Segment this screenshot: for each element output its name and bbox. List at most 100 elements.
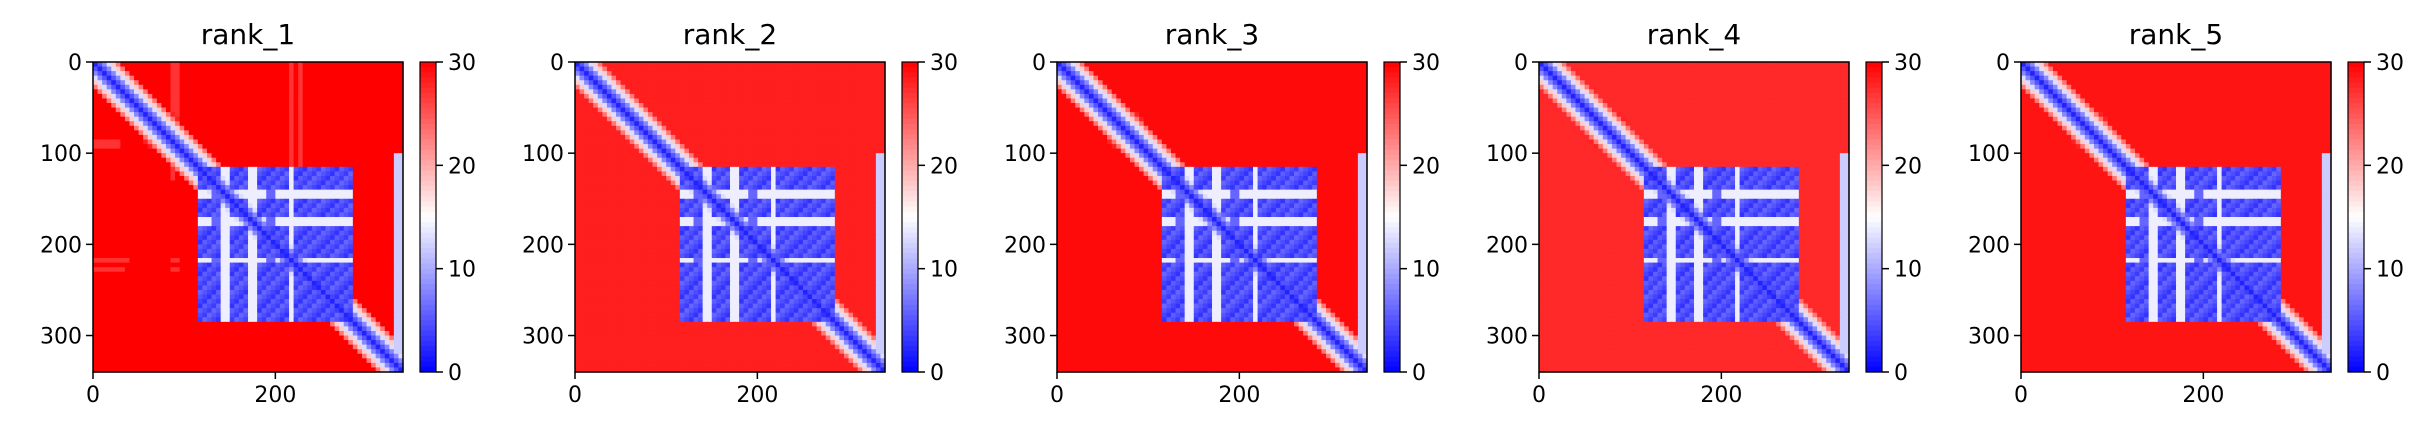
heatmap-cell: [143, 149, 148, 154]
heatmap-cell: [353, 231, 358, 236]
heatmap-cell: [207, 117, 212, 122]
heatmap-cell: [348, 108, 353, 113]
heatmap-cells: [93, 62, 404, 373]
heatmap-cell: [152, 176, 157, 181]
heatmap-cell: [284, 358, 289, 363]
heatmap-cell: [394, 231, 399, 236]
heatmap-cell: [271, 112, 276, 117]
heatmap-cell: [139, 263, 144, 268]
heatmap-cell: [239, 253, 244, 258]
heatmap-cell: [221, 222, 226, 227]
heatmap-cell: [316, 304, 321, 309]
heatmap-cell: [234, 112, 239, 117]
heatmap-cell: [257, 67, 262, 72]
heatmap-cell: [143, 158, 148, 163]
heatmap-cell: [348, 345, 353, 350]
heatmap-cell: [161, 130, 166, 135]
heatmap-cell: [376, 258, 381, 263]
heatmap-cell: [202, 76, 207, 81]
heatmap-cell: [180, 167, 185, 172]
heatmap-cell: [180, 354, 185, 359]
heatmap-cell: [284, 253, 289, 258]
heatmap-cell: [143, 185, 148, 190]
heatmap-cell: [116, 176, 121, 181]
heatmap-cell: [326, 308, 331, 313]
heatmap-cell: [207, 194, 212, 199]
heatmap-cell: [812, 62, 817, 67]
heatmap-cell: [111, 62, 116, 67]
heatmap-cell: [225, 354, 230, 359]
heatmap-cell: [93, 267, 98, 272]
heatmap-cell: [139, 363, 144, 368]
heatmap-cell: [257, 336, 262, 341]
heatmap-cell: [367, 267, 372, 272]
heatmap-cell: [330, 349, 335, 354]
heatmap-cell: [239, 295, 244, 300]
heatmap-cell: [175, 349, 180, 354]
heatmap-cell: [239, 208, 244, 213]
heatmap-cell: [202, 176, 207, 181]
heatmap-cell: [102, 226, 107, 231]
heatmap-cell: [175, 190, 180, 195]
heatmap-cell: [376, 331, 381, 336]
heatmap-cell: [284, 317, 289, 322]
heatmap-cell: [312, 217, 317, 222]
heatmap-cell: [143, 308, 148, 313]
heatmap-cell: [335, 299, 340, 304]
heatmap-cell: [148, 144, 153, 149]
heatmap-cell: [243, 121, 248, 126]
heatmap-cell: [243, 285, 248, 290]
heatmap-cell: [257, 121, 262, 126]
heatmap-cell: [353, 263, 358, 268]
heatmap-cell: [157, 358, 162, 363]
heatmap-cell: [253, 194, 258, 199]
heatmap-cell: [148, 349, 153, 354]
heatmap-cell: [230, 112, 235, 117]
heatmap-cell: [348, 190, 353, 195]
heatmap-cell: [312, 349, 317, 354]
heatmap-cell: [298, 135, 303, 140]
colorbar-segment: [420, 326, 436, 332]
heatmap-cell: [102, 190, 107, 195]
heatmap-cell: [357, 121, 362, 126]
heatmap-cell: [735, 67, 740, 72]
heatmap-cell: [239, 285, 244, 290]
heatmap-cell: [221, 354, 226, 359]
heatmap-cell: [394, 267, 399, 272]
heatmap-cell: [371, 340, 376, 345]
heatmap-cell: [212, 235, 217, 240]
heatmap-cell: [307, 244, 312, 249]
heatmap-cell: [371, 153, 376, 158]
heatmap-cell: [275, 326, 280, 331]
heatmap-cell: [316, 144, 321, 149]
heatmap-cell: [225, 89, 230, 94]
heatmap-cell: [348, 363, 353, 368]
heatmap-cell: [225, 345, 230, 350]
heatmap-cell: [344, 235, 349, 240]
heatmap-cell: [753, 67, 758, 72]
heatmap-cell: [216, 153, 221, 158]
heatmap-cell: [575, 80, 580, 85]
heatmap-cell: [239, 331, 244, 336]
heatmap-cell: [316, 135, 321, 140]
heatmap-cell: [107, 144, 112, 149]
heatmap-cell: [180, 235, 185, 240]
heatmap-cell: [111, 317, 116, 322]
colorbar-segment: [420, 124, 436, 130]
heatmap-cell: [371, 149, 376, 154]
heatmap-cell: [134, 144, 139, 149]
heatmap-cell: [175, 363, 180, 368]
heatmap-cell: [184, 304, 189, 309]
heatmap-cell: [189, 117, 194, 122]
heatmap-cell: [389, 80, 394, 85]
heatmap-cell: [371, 199, 376, 204]
heatmap-cell: [107, 354, 112, 359]
heatmap-cell: [234, 272, 239, 277]
heatmap-cell: [148, 149, 153, 154]
heatmap-cell: [230, 62, 235, 67]
heatmap-cell: [257, 158, 262, 163]
heatmap-cell: [93, 190, 98, 195]
heatmap-cell: [385, 308, 390, 313]
heatmap-cell: [335, 253, 340, 258]
heatmap-cell: [835, 76, 840, 81]
